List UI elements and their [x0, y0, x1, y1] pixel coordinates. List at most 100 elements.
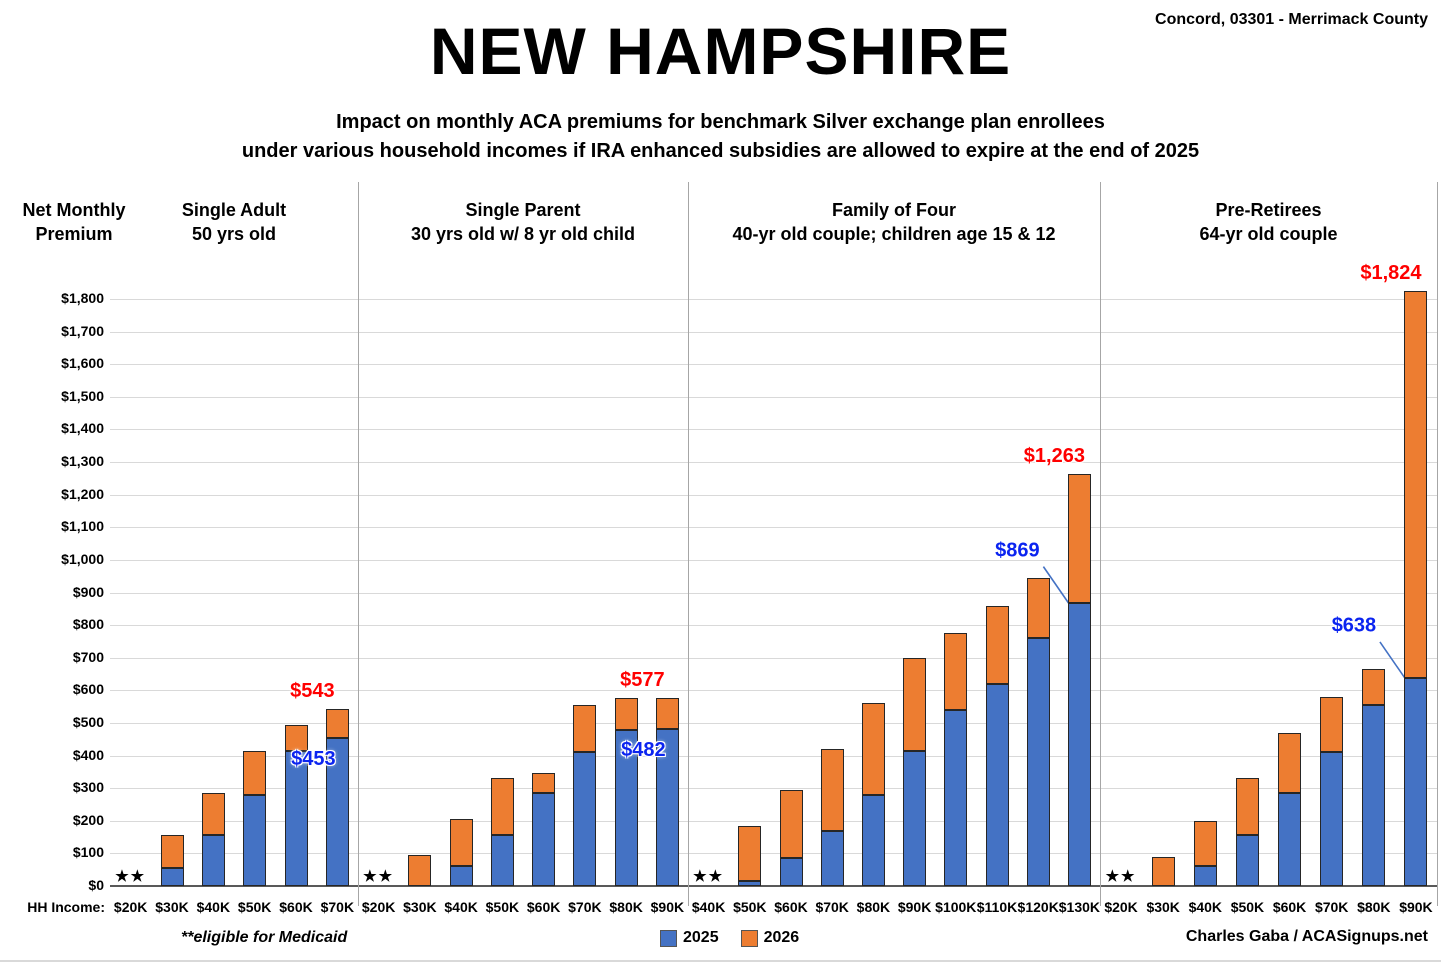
value-label-red: $1,263: [1023, 445, 1085, 468]
gridline: [110, 722, 1437, 724]
y-tick-label: $1,600: [61, 355, 104, 372]
bar-2025-segment-g4-$50K: [1235, 835, 1259, 886]
bar-2025-segment-g3-$70K: [820, 830, 844, 886]
y-tick-label: $300: [72, 779, 104, 796]
x-tick-label: $80K: [856, 899, 891, 915]
group-header-1: Single Adult 50 yrs old: [110, 198, 358, 246]
bar-2026-segment-g2-$90K: [655, 697, 679, 729]
bar-2025-segment-g1-$70K: [325, 738, 349, 886]
bar-2026-segment-g2-$40K: [449, 819, 473, 867]
subtitle-line1: Impact on monthly ACA premiums for bench…: [336, 111, 1105, 133]
group-title: Pre-Retirees: [1215, 200, 1322, 220]
x-tick-label: $40K: [691, 899, 726, 915]
x-tick-label: $50K: [237, 899, 272, 915]
bar-2025-segment-g2-$80K: [614, 730, 638, 886]
x-tick-label: $40K: [444, 899, 478, 915]
bar-2025-segment-g3-$90K: [903, 750, 927, 886]
y-tick-label: $700: [72, 648, 104, 665]
bar-2026-segment-g2-$60K: [532, 773, 556, 794]
bar-2025-segment-g4-$80K: [1362, 705, 1386, 886]
bar-2025-segment-g2-$90K: [655, 728, 679, 886]
x-axis-baseline: [110, 885, 1437, 887]
bar-2026-segment-g3-$50K: [738, 825, 762, 882]
group-title: Family of Four: [831, 200, 956, 220]
bar-2025-segment-g4-$60K: [1278, 793, 1302, 886]
y-axis-title-line2: Premium: [35, 224, 113, 244]
gridline: [110, 494, 1437, 496]
bar-2025-segment-g1-$30K: [160, 868, 184, 886]
group-header-2: Single Parent 30 yrs old w/ 8 yr old chil…: [358, 198, 688, 246]
bar-2026-segment-g2-$80K: [614, 697, 638, 731]
bar-2026-segment-g3-$80K: [861, 703, 885, 795]
y-tick-label: $1,200: [61, 485, 104, 502]
group-title: Single Adult: [181, 200, 287, 220]
bar-2025-segment-g1-$50K: [243, 794, 267, 886]
group-subtitle: 40-yr old couple; children age 15 & 12: [732, 224, 1056, 244]
legend-label: 2025: [683, 929, 719, 946]
gridline: [110, 527, 1437, 529]
bar-2025-segment-g2-$40K: [449, 866, 473, 886]
bar-2026-segment-g1-$70K: [325, 708, 349, 739]
group-divider: [1100, 182, 1101, 906]
gridline: [110, 853, 1437, 855]
gridline: [110, 788, 1437, 790]
bar-2026-segment-g4-$30K: [1151, 856, 1175, 886]
y-tick-label: $0: [88, 877, 104, 893]
bar-2026-segment-g4-$80K: [1362, 669, 1386, 705]
gridline: [110, 755, 1437, 757]
group-subtitle: 30 yrs old w/ 8 yr old child: [410, 224, 636, 244]
bar-2025-segment-g4-$90K: [1404, 677, 1428, 886]
group-title: Single Parent: [465, 200, 581, 220]
bar-2025-segment-g3-$110K: [985, 683, 1009, 886]
gridline: [110, 396, 1437, 398]
x-tick-label: $50K: [485, 899, 520, 915]
y-tick-label: $1,700: [61, 322, 104, 339]
group-divider: [688, 182, 689, 906]
x-tick-label: $20K: [1104, 899, 1138, 915]
y-tick-label: $500: [72, 713, 104, 730]
gridline: [110, 657, 1437, 659]
bar-2026-segment-g2-$30K: [408, 855, 432, 886]
bar-2026-segment-g4-$90K: [1404, 291, 1428, 678]
x-tick-label: $30K: [403, 899, 437, 915]
bar-2026-segment-g3-$120K: [1026, 577, 1050, 639]
legend-swatch-2026: [740, 929, 758, 947]
value-label-blue: $869: [995, 539, 1040, 562]
x-tick-label: $100K: [935, 899, 977, 915]
x-tick-label: $20K: [361, 899, 396, 915]
value-label-blue: $453: [291, 748, 336, 771]
page-title: NEW HAMPSHIRE: [429, 14, 1012, 88]
legend-swatch-2025: [660, 929, 677, 947]
bar-2025-segment-g2-$60K: [532, 793, 556, 886]
credit: Charles Gaba / ACASignups.net: [1185, 928, 1428, 945]
value-label-red: $543: [290, 679, 335, 702]
medicaid-footnote: **eligible for Medicaid: [181, 929, 348, 946]
legend-item-2026: 2026: [740, 929, 799, 947]
bar-2025-segment-g2-$70K: [573, 752, 597, 886]
x-tick-label: $130K: [1058, 899, 1101, 915]
bar-2025-segment-g4-$70K: [1320, 752, 1344, 886]
gridline: [110, 625, 1437, 627]
bar-2026-segment-g3-$70K: [820, 749, 844, 831]
gridline: [110, 429, 1437, 431]
medicaid-marker: ★★: [115, 868, 147, 885]
bar-2026-segment-g3-$90K: [903, 657, 927, 751]
y-axis-title-line1: Net Monthly: [22, 200, 126, 220]
bar-2025-segment-g1-$40K: [201, 835, 225, 886]
x-tick-label: $90K: [897, 899, 932, 915]
x-tick-label: $70K: [568, 899, 602, 915]
bar-2025-segment-g3-$60K: [779, 858, 803, 886]
x-axis-title: HH Income:: [27, 899, 105, 915]
y-tick-label: $200: [72, 811, 104, 828]
location-label: Concord, 03301 - Merrimack County: [1155, 11, 1428, 28]
x-tick-label: $30K: [155, 899, 189, 915]
y-tick-label: $400: [72, 746, 104, 763]
x-tick-label: $40K: [196, 899, 231, 915]
bar-2025-segment-g4-$40K: [1193, 866, 1217, 886]
legend-item-2025: 2025: [660, 929, 719, 947]
gridline: [110, 592, 1437, 594]
value-label-blue: $482: [621, 738, 666, 761]
x-tick-label: $20K: [113, 899, 148, 915]
y-tick-label: $100: [72, 844, 104, 861]
gridline: [110, 331, 1437, 333]
